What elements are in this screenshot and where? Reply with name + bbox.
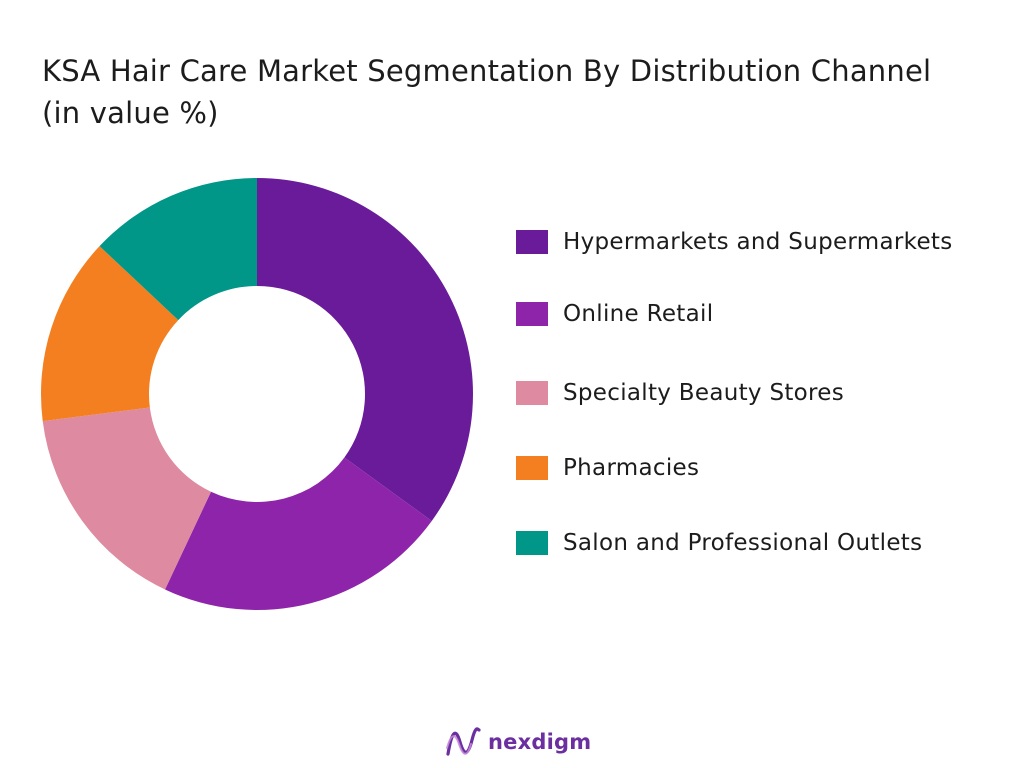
brand-name: nexdigm [488, 730, 592, 754]
brand-logo: nexdigm [444, 722, 591, 762]
legend-swatch [516, 302, 548, 326]
legend-label: Pharmacies [563, 455, 700, 481]
legend-label: Salon and Professional Outlets [563, 530, 923, 556]
chart-title: KSA Hair Care Market Segmentation By Dis… [42, 54, 932, 130]
legend-label: Specialty Beauty Stores [563, 380, 845, 406]
donut-chart [41, 178, 474, 610]
donut-slice-salon-and-professional-outlets [99, 178, 257, 321]
legend-label: Online Retail [563, 301, 714, 327]
legend-swatch [516, 531, 548, 555]
donut-slice-hypermarkets-and-supermarkets [257, 178, 474, 521]
donut-slice-pharmacies [41, 246, 179, 422]
legend-item-online-retail: Online Retail [516, 299, 713, 329]
donut-slice-specialty-beauty-stores [42, 407, 212, 590]
legend-item-specialty-beauty-stores: Specialty Beauty Stores [516, 378, 844, 408]
legend-item-salon-and-professional-outlets: Salon and Professional Outlets [516, 528, 922, 558]
donut-slice-online-retail [165, 457, 432, 610]
legend-item-hypermarkets-and-supermarkets: Hypermarkets and Supermarkets [516, 227, 953, 257]
legend-label: Hypermarkets and Supermarkets [563, 229, 953, 255]
legend-swatch [516, 230, 548, 254]
nexdigm-logo-icon [446, 727, 481, 756]
legend-item-pharmacies: Pharmacies [516, 453, 699, 483]
legend-swatch [516, 456, 548, 480]
legend-swatch [516, 381, 548, 405]
